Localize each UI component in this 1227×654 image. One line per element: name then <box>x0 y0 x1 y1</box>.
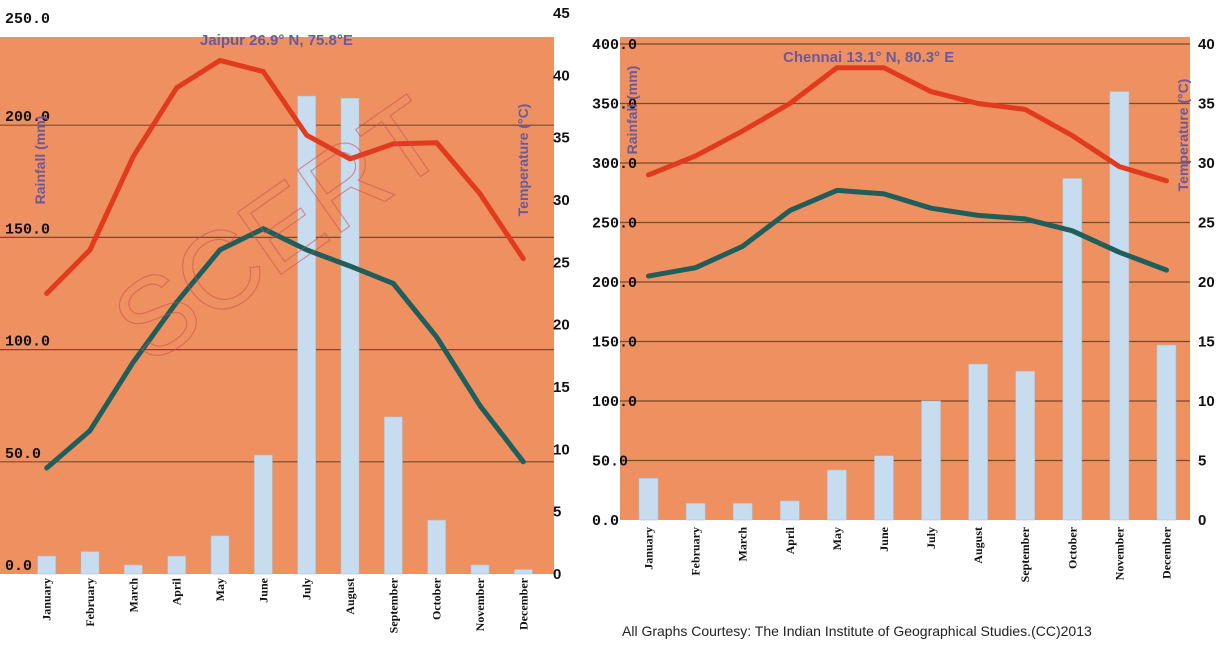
y-tick-label: 350.0 <box>592 97 637 114</box>
month-label-february: February <box>689 527 703 576</box>
y2-tick-label: 25 <box>1198 215 1215 232</box>
rainfall-bar-july <box>921 400 941 521</box>
y-tick-label: 50.0 <box>592 454 628 471</box>
y-tick-label: 0.0 <box>5 558 32 575</box>
month-label-june: June <box>256 577 270 602</box>
plot-background <box>620 37 1190 520</box>
y2-tick-label: 5 <box>553 504 561 521</box>
month-label-december: December <box>1159 526 1173 579</box>
rainfall-bar-august <box>968 363 988 521</box>
y2-tick-label: 20 <box>553 317 570 334</box>
y2-tick-label: 40 <box>553 67 570 84</box>
y-axis-label: Rainfall (mm) <box>624 66 640 155</box>
rainfall-bar-september <box>384 416 403 575</box>
y2-tick-label: 30 <box>553 192 570 209</box>
y2-tick-label: 0 <box>1198 512 1206 529</box>
rainfall-bar-march <box>124 564 143 575</box>
month-label-february: February <box>83 578 97 627</box>
rainfall-bar-october <box>427 519 446 575</box>
y2-tick-label: 25 <box>553 254 570 271</box>
month-label-april: April <box>170 577 184 605</box>
y2-tick-label: 40 <box>1198 36 1215 53</box>
rainfall-bar-december <box>514 569 533 575</box>
rainfall-bar-november <box>1109 91 1130 521</box>
y-tick-label: 200.0 <box>592 275 637 292</box>
y-tick-label: 300.0 <box>592 156 637 173</box>
rainfall-bar-november <box>470 564 490 575</box>
month-label-april: April <box>783 526 797 554</box>
rainfall-bar-october <box>1062 178 1083 521</box>
rainfall-bar-april <box>167 555 186 575</box>
y-tick-label: 250.0 <box>5 11 50 28</box>
month-label-march: March <box>126 578 140 613</box>
month-label-may: May <box>213 578 227 601</box>
month-label-march: March <box>736 527 750 562</box>
y2-tick-label: 45 <box>553 5 570 22</box>
month-label-january: January <box>642 527 656 570</box>
y-tick-label: 250.0 <box>592 216 637 233</box>
max-temperature-line <box>646 65 1169 184</box>
chennai-climate-chart: 0.050.0100.0150.0200.0250.0300.0350.0400… <box>592 36 1215 582</box>
rainfall-bar-june <box>874 455 894 521</box>
month-label-august: August <box>343 578 357 615</box>
rainfall-bar-july <box>297 95 316 575</box>
chart-title: Jaipur 26.9° N, 75.8°E <box>200 32 353 49</box>
month-label-july: July <box>924 527 938 549</box>
rainfall-bar-march <box>732 503 753 521</box>
y-tick-label: 100.0 <box>592 394 637 411</box>
y-tick-label: 0.0 <box>592 513 619 530</box>
rainfall-bar-january <box>638 478 659 521</box>
month-label-november: November <box>473 577 487 631</box>
rainfall-bar-december <box>1156 344 1177 521</box>
y2-tick-label: 10 <box>1198 393 1215 410</box>
month-label-october: October <box>1065 526 1079 569</box>
y2-tick-label: 15 <box>553 379 570 396</box>
rainfall-bar-august <box>340 97 360 575</box>
rainfall-bar-september <box>1015 370 1036 521</box>
y2-tick-label: 15 <box>1198 334 1215 351</box>
chart-title: Chennai 13.1° N, 80.3° E <box>783 49 954 66</box>
y-tick-label: 50.0 <box>5 446 41 463</box>
rainfall-bar-june <box>254 454 273 575</box>
min-temperature-line <box>44 226 526 471</box>
month-label-january: January <box>40 578 54 621</box>
month-label-july: July <box>300 578 314 600</box>
y-tick-label: 200.0 <box>5 109 50 126</box>
rainfall-bar-april <box>779 500 800 521</box>
month-label-september: September <box>386 577 400 633</box>
y2-axis-label: Temperature (°C) <box>515 104 531 217</box>
month-label-december: December <box>516 577 530 630</box>
rainfall-bar-january <box>37 555 56 575</box>
y-tick-label: 400.0 <box>592 37 637 54</box>
y2-tick-label: 30 <box>1198 155 1215 172</box>
min-temperature-line <box>646 187 1169 279</box>
rainfall-bar-may <box>210 535 230 575</box>
rainfall-bar-february <box>80 551 100 575</box>
jaipur-climate-chart: 0.0 50.0 100.0 150.0 200.0 250.0 0 5 10 15 20 25 30… <box>0 5 570 633</box>
y-axis-label: Rainfall (mm) <box>32 116 48 205</box>
month-label-november: November <box>1112 526 1126 580</box>
month-label-september: September <box>1018 526 1032 582</box>
y2-tick-label: 0 <box>553 566 561 583</box>
y-tick-label: 150.0 <box>592 335 637 352</box>
rainfall-bar-february <box>685 503 706 521</box>
max-temperature-line <box>44 57 526 296</box>
y2-tick-label: 35 <box>553 130 570 147</box>
y2-tick-label: 20 <box>1198 274 1215 291</box>
month-label-may: May <box>830 527 844 550</box>
month-label-june: June <box>877 526 891 551</box>
y2-axis-label: Temperature (°C) <box>1175 79 1191 192</box>
rainfall-bar-may <box>827 469 847 521</box>
month-label-october: October <box>430 577 444 620</box>
y-tick-label: 100.0 <box>5 334 50 351</box>
y2-tick-label: 35 <box>1198 96 1215 113</box>
graph-credit-note: All Graphs Courtesy: The Indian Institut… <box>622 623 1092 639</box>
y2-tick-label: 10 <box>553 441 570 458</box>
y-tick-label: 150.0 <box>5 221 50 238</box>
month-label-august: August <box>971 527 985 564</box>
plot-background <box>0 37 554 574</box>
y2-tick-label: 5 <box>1198 453 1206 470</box>
